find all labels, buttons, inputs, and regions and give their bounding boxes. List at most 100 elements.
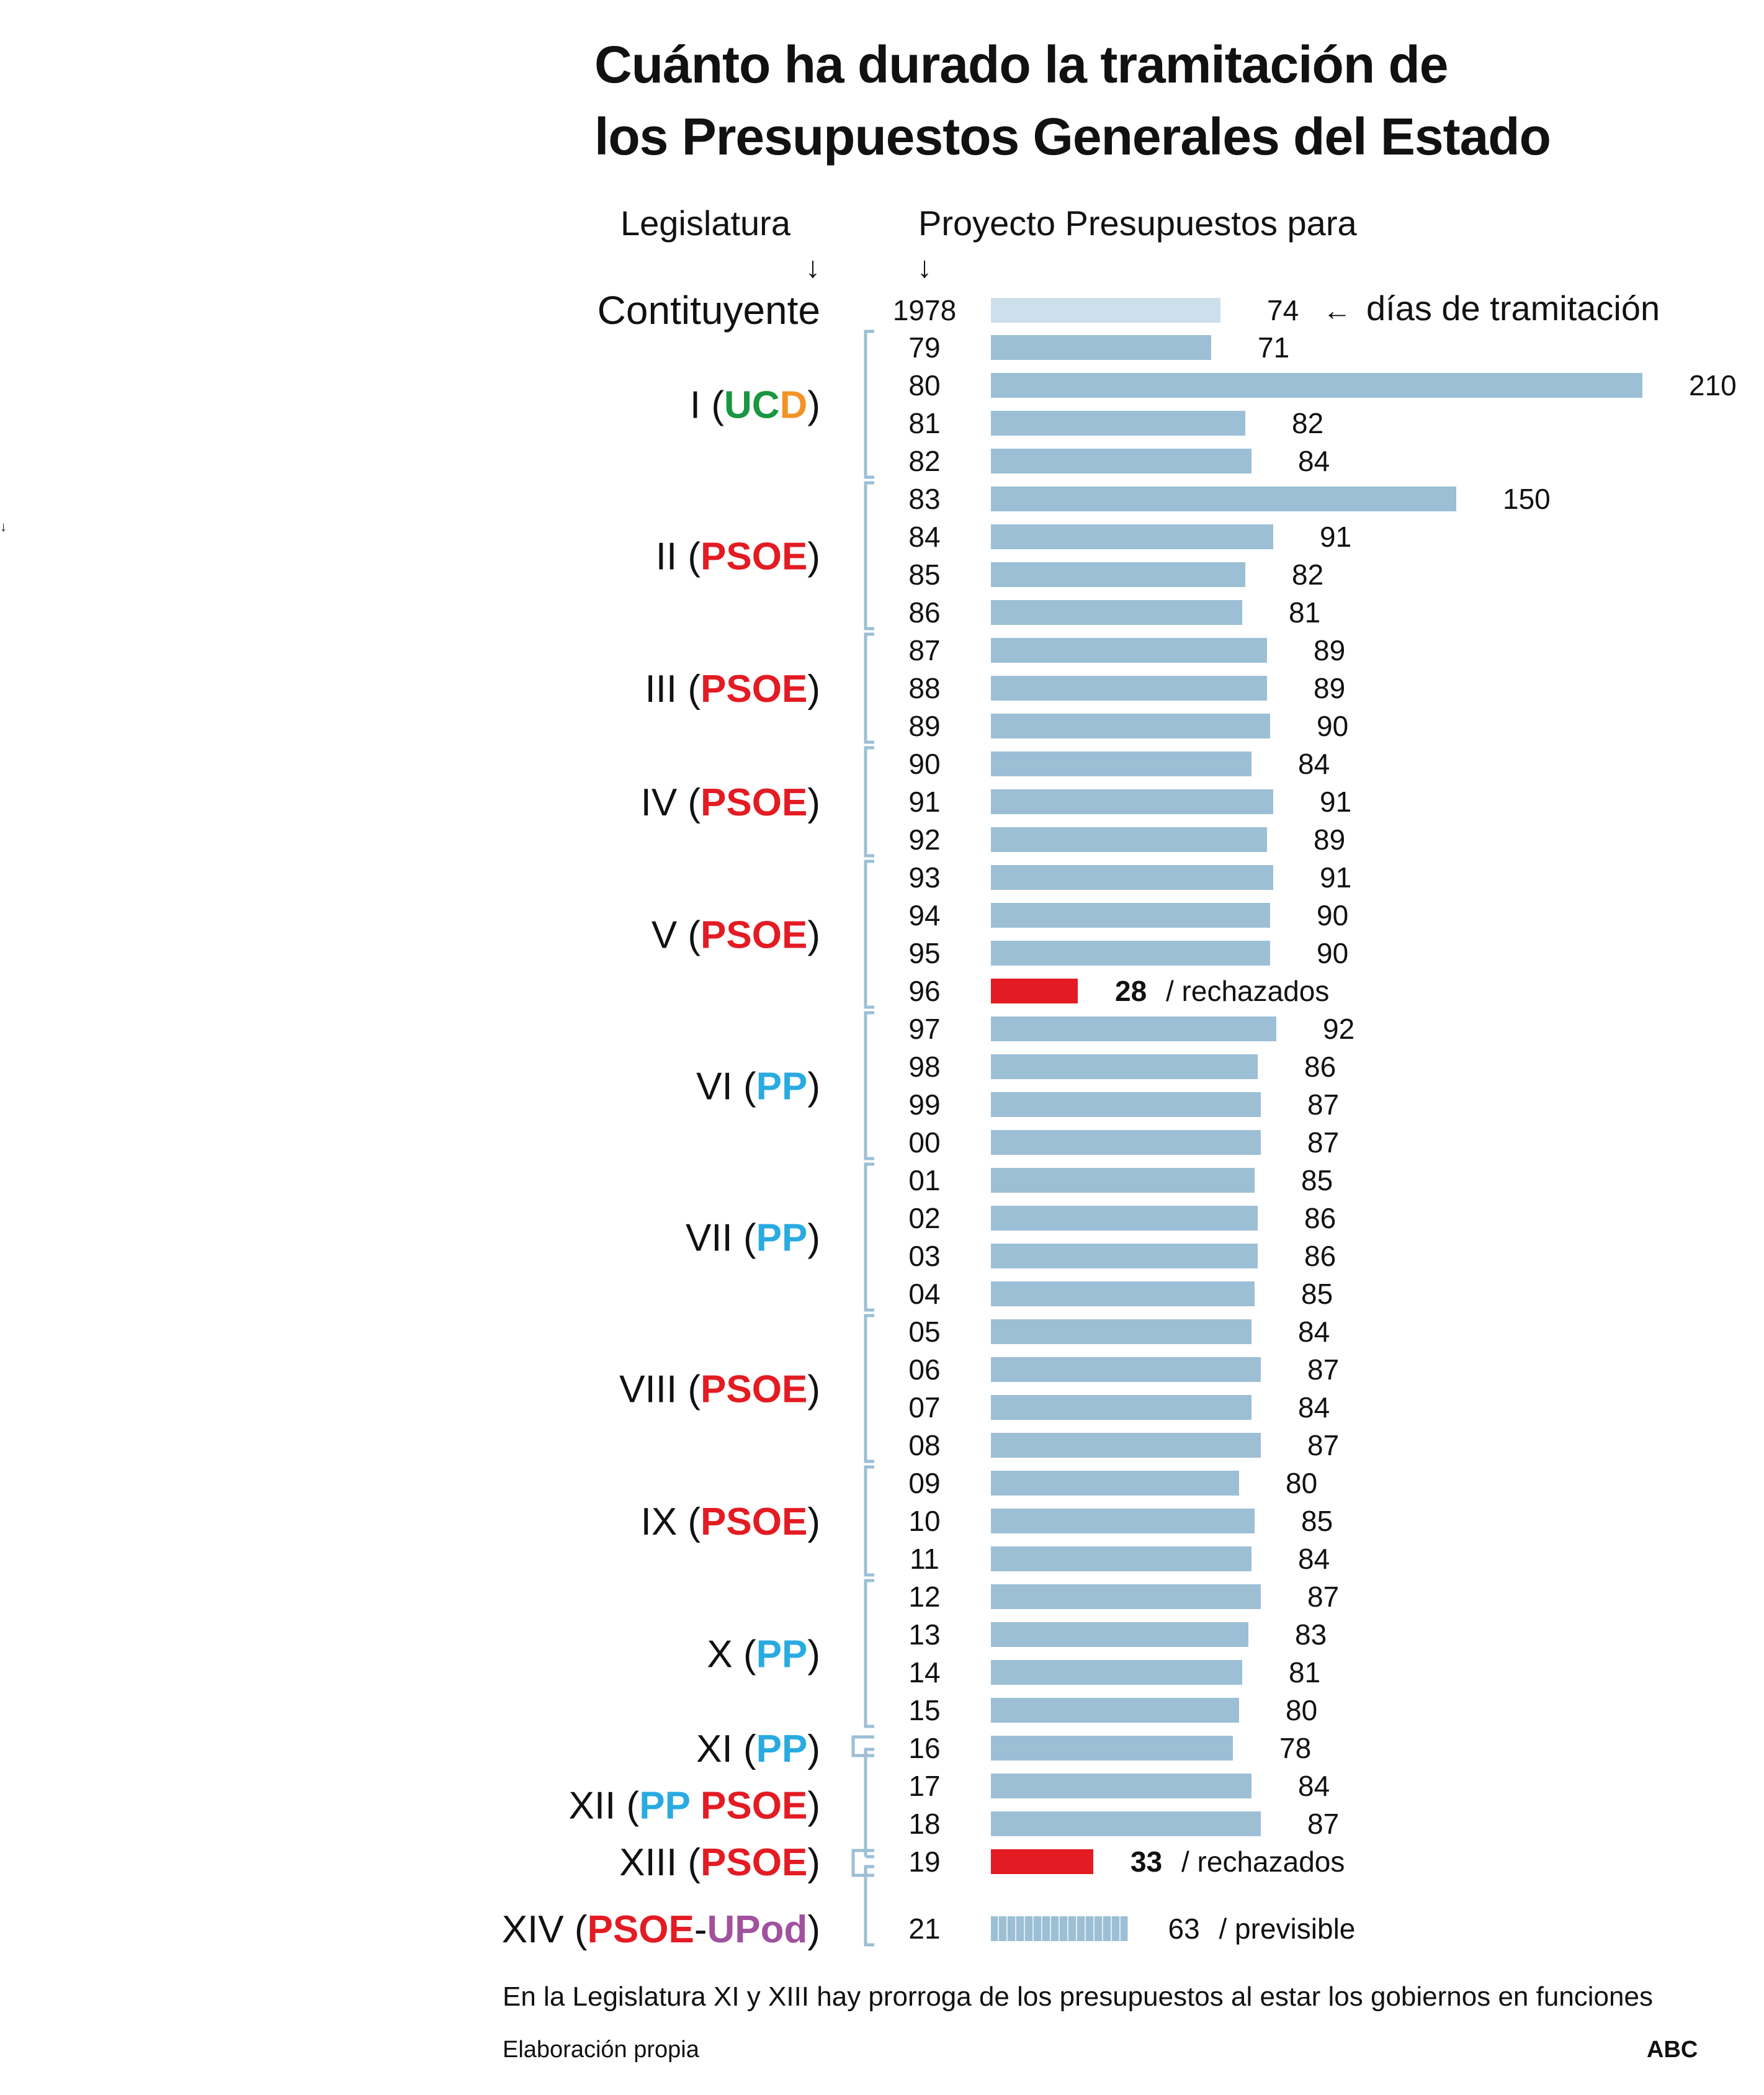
bar-87 [991,638,1267,663]
year-label: 97 [908,1013,940,1045]
legislatura-label: XII (PP PSOE) [569,1785,820,1828]
year-label: 06 [908,1353,940,1386]
bar-85 [991,562,1245,587]
legislatura-numeral: II ( [656,536,701,578]
closing-paren: ) [807,1217,820,1260]
year-label: 17 [908,1770,940,1802]
legislatura-numeral: VI ( [696,1065,756,1108]
bar-95 [991,941,1270,966]
closing-paren: ) [807,536,820,578]
status-annotation: / rechazados [1166,975,1329,1007]
value-label: 87 [1307,1126,1339,1159]
value-label: 33 [1130,1846,1162,1878]
value-label: 92 [1323,1013,1354,1045]
party-name: PP [639,1785,690,1828]
value-label: 85 [1301,1505,1333,1537]
value-label: 82 [1292,559,1323,591]
year-label: 19 [908,1846,940,1878]
bar-14 [991,1660,1242,1685]
closing-paren: ) [807,781,820,824]
value-label: 28 [1115,975,1147,1007]
bar-82 [991,449,1251,473]
value-label: 91 [1320,786,1351,818]
bar-08 [991,1433,1261,1458]
bar-19 [991,1849,1093,1874]
bracket [851,1735,874,1757]
bracket [864,1162,874,1312]
bar-94 [991,903,1270,928]
party-name [690,1785,701,1828]
value-label: 74 [1267,294,1299,326]
value-label: 80 [1286,1467,1317,1499]
header-legislatura: Legislatura [620,204,790,243]
arrow-down-icon: ↓ [917,251,932,284]
bar-02 [991,1206,1258,1231]
brand-label: ABC [1647,2037,1698,2063]
party-name: PSOE [588,1908,694,1951]
bracket [864,1865,874,1947]
value-label: 89 [1314,634,1345,666]
bracket [864,330,874,479]
value-label: 91 [1320,521,1351,553]
bar-18 [991,1811,1261,1836]
bar-99 [991,1092,1261,1117]
arrow-left-icon: ← [1323,294,1351,326]
year-label: 87 [908,634,940,666]
header-proyecto: Proyecto Presupuestos para [918,204,1357,243]
bar-10 [991,1509,1255,1533]
bar-15 [991,1698,1239,1723]
closing-paren: ) [807,1065,820,1108]
value-label: 71 [1258,331,1289,364]
legislatura-numeral: XIII ( [619,1841,701,1884]
year-label: 91 [908,786,940,818]
party-name: PSOE [701,1368,807,1411]
year-label: 82 [908,445,940,477]
legislatura-numeral: X ( [707,1633,756,1676]
year-label: 00 [908,1126,940,1159]
value-label: 90 [1317,710,1348,742]
bracket [864,632,874,744]
bar-92 [991,827,1267,852]
year-label: 84 [908,521,940,553]
legislatura-label: IV (PSOE) [641,781,820,824]
legislatura-numeral: XII ( [569,1785,640,1828]
bar-00 [991,1130,1261,1155]
party-name: PP [756,1728,808,1770]
bracket [851,1849,874,1877]
legislatura-label: VIII (PSOE) [619,1368,820,1411]
legislatura-numeral: IV ( [641,781,701,824]
bar-89 [991,714,1270,738]
bracket [864,859,874,1009]
legislatura-label: X (PP) [707,1633,820,1676]
year-label: 89 [908,710,940,742]
value-label: 84 [1298,1316,1330,1348]
party-name: PSOE [701,1501,807,1543]
bar-13 [991,1622,1248,1647]
party-name: PSOE [701,536,807,578]
closing-paren: ) [807,914,820,957]
bar-21 [991,1916,1128,1941]
year-label: 93 [908,861,940,894]
value-label: 87 [1307,1581,1339,1613]
value-label: 84 [1298,1770,1330,1802]
year-label: 15 [908,1694,940,1726]
chart-title-line-2: los Presupuestos Generales del Estado [594,107,1551,166]
value-label: 90 [1317,937,1348,969]
value-label: 81 [1289,1656,1320,1689]
legislatura-label: XIV (PSOE-UPod) [502,1908,820,1951]
bracket [864,481,874,630]
legislatura-label: V (PSOE) [651,914,820,957]
bar-12 [991,1584,1261,1609]
year-label: 05 [908,1316,940,1348]
bar-79 [991,335,1211,360]
value-label: 210 [1689,369,1737,402]
year-label: 81 [908,407,940,439]
year-label: 02 [908,1202,940,1234]
party-name: UC [724,384,780,427]
closing-paren: ) [807,384,820,427]
value-label: 84 [1298,1543,1330,1575]
value-label: 82 [1292,407,1323,439]
value-label: 78 [1279,1732,1311,1764]
party-name: PSOE [701,781,807,824]
value-label: 89 [1314,823,1345,856]
